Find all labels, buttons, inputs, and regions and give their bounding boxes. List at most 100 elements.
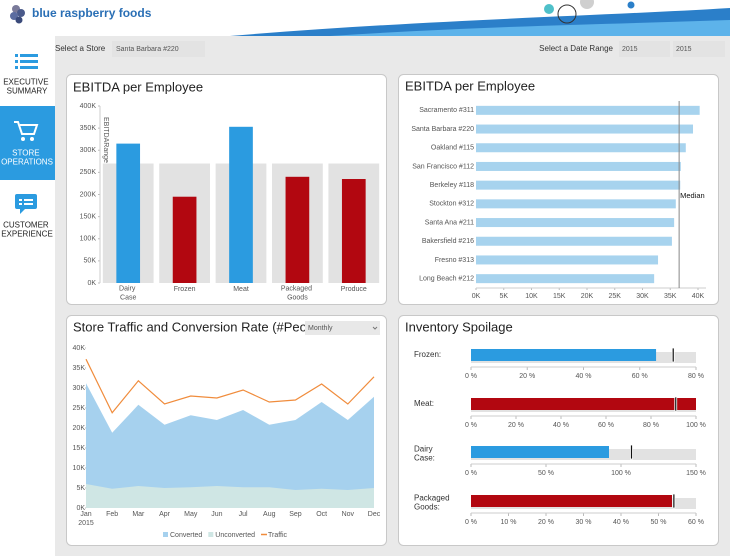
nav-item[interactable]: EXECUTIVE SUMMARY: [3, 78, 51, 96]
median-label: Median: [680, 191, 705, 200]
x-tick-label: 50 %: [538, 470, 554, 477]
x-tick-label: Jan: [80, 511, 91, 518]
y-tick-label: 250K: [80, 169, 97, 176]
bar: [471, 495, 672, 507]
x-tick-label: 10 %: [501, 519, 517, 526]
date-from[interactable]: [619, 41, 670, 57]
nav-icon: [15, 194, 37, 214]
y-tick-label: 15K: [73, 445, 86, 452]
x-tick-label: 30 %: [576, 519, 592, 526]
chart-title: EBITDA per Employee: [73, 79, 203, 94]
bar: [476, 143, 686, 153]
nav-active-bg: [0, 106, 55, 180]
panel: [398, 315, 719, 546]
interval-value[interactable]: Monthly: [308, 325, 333, 332]
decor: [557, 4, 577, 24]
line: [85, 358, 375, 414]
x-tick-label: Feb: [106, 511, 118, 518]
x-tick-label: 40 %: [613, 519, 629, 526]
x-tick-label: 40 %: [576, 373, 592, 380]
interval-select[interactable]: [305, 321, 380, 335]
bar: [476, 236, 672, 246]
legend-label: Traffic: [268, 532, 288, 539]
x-tick-label: Dairy Case: [119, 285, 137, 301]
y-tick-label: Stockton #312: [429, 201, 474, 208]
date-from-value[interactable]: 2015: [622, 46, 638, 53]
x-tick-label: 35K: [664, 293, 677, 300]
bar: [476, 180, 681, 190]
date-to[interactable]: [673, 41, 725, 57]
x-tick-label: Oct: [316, 511, 327, 518]
y-tick-label: 10K: [73, 465, 86, 472]
x-tick-label: 80 %: [643, 422, 659, 429]
legend-label: Unconverted: [215, 532, 255, 539]
chart-title: EBITDA per Employee: [405, 78, 535, 93]
x-tick-label: 0 %: [465, 422, 477, 429]
nav-item[interactable]: STORE OPERATIONS: [1, 149, 53, 167]
x-tick-label: 40K: [692, 293, 705, 300]
bar: [172, 196, 197, 283]
bar: [476, 199, 676, 209]
date-label: Select a Date Range: [539, 44, 613, 53]
y-tick-label: 350K: [80, 125, 97, 132]
x-tick-label: Meat: [233, 286, 249, 293]
target-marker: [672, 493, 676, 509]
x-tick-label: 5K: [499, 293, 508, 300]
y-tick-label: Fresno #313: [435, 257, 474, 264]
store-select[interactable]: [112, 41, 205, 57]
decor: [544, 4, 554, 14]
y-tick-label: Oakland #115: [431, 145, 474, 152]
y-tick-label: 0K: [87, 280, 96, 287]
legend-label: Converted: [170, 532, 202, 539]
bar: [476, 218, 675, 228]
legend-swatch: [208, 532, 214, 537]
x-tick-label: 0 %: [465, 470, 477, 477]
x-tick-label: Mar: [132, 511, 145, 518]
y-tick-label: 200K: [80, 191, 97, 198]
y-tick-label: 50K: [84, 258, 97, 265]
x-tick-label: 15K: [553, 293, 566, 300]
x-tick-label: 20 %: [519, 373, 535, 380]
area: [86, 383, 374, 508]
x-tick-label: Sep: [289, 511, 302, 518]
x-tick-label: Jul: [239, 511, 248, 518]
date-to-value[interactable]: 2015: [676, 46, 692, 53]
legend-swatch: [163, 532, 168, 537]
x-tick-label: May: [184, 511, 198, 518]
x-tick-label: 60 %: [598, 422, 614, 429]
nav-icon: [14, 121, 39, 141]
row-label: Dairy Case:: [414, 445, 435, 463]
y-tick-label: 0K: [76, 505, 85, 512]
x-tick-label: 20 %: [508, 422, 524, 429]
x-tick-label: 30K: [636, 293, 649, 300]
bar: [229, 126, 253, 283]
decor: [627, 1, 635, 9]
x-tick-label: Jun: [211, 511, 222, 518]
x-tick-label: Frozen: [174, 286, 196, 293]
bar: [116, 143, 141, 283]
brand: blue raspberry foods: [32, 6, 152, 20]
area: [86, 484, 374, 508]
y-tick-label: 400K: [80, 103, 97, 110]
y-tick-label: 300K: [80, 147, 97, 154]
x-tick-label: Packaged Goods: [281, 285, 314, 301]
chart-title: Store Traffic and Conversion Rate (#Peop…: [73, 319, 329, 334]
logo[interactable]: blue raspberry foods: [10, 5, 152, 24]
x-year-label: 2015: [78, 520, 94, 527]
x-tick-label: 20 %: [538, 519, 554, 526]
bar: [285, 176, 310, 283]
bar: [476, 161, 681, 171]
x-tick-label: Aug: [263, 511, 276, 518]
x-tick-label: 100 %: [611, 470, 631, 477]
chart-title: Inventory Spoilage: [405, 319, 513, 334]
y-tick-label: 40K: [73, 345, 86, 352]
x-tick-label: 0K: [472, 293, 481, 300]
x-tick-label: 150 %: [686, 470, 706, 477]
store-value[interactable]: Santa Barbara #220: [116, 46, 179, 53]
store-label: Select a Store: [55, 44, 106, 53]
nav-item[interactable]: CUSTOMER EXPERIENCE: [1, 221, 53, 239]
range-label: EBITDARange: [102, 117, 109, 163]
x-tick-label: 25K: [609, 293, 622, 300]
y-tick-label: San Francisco #112: [412, 163, 474, 170]
y-tick-label: 5K: [76, 485, 85, 492]
